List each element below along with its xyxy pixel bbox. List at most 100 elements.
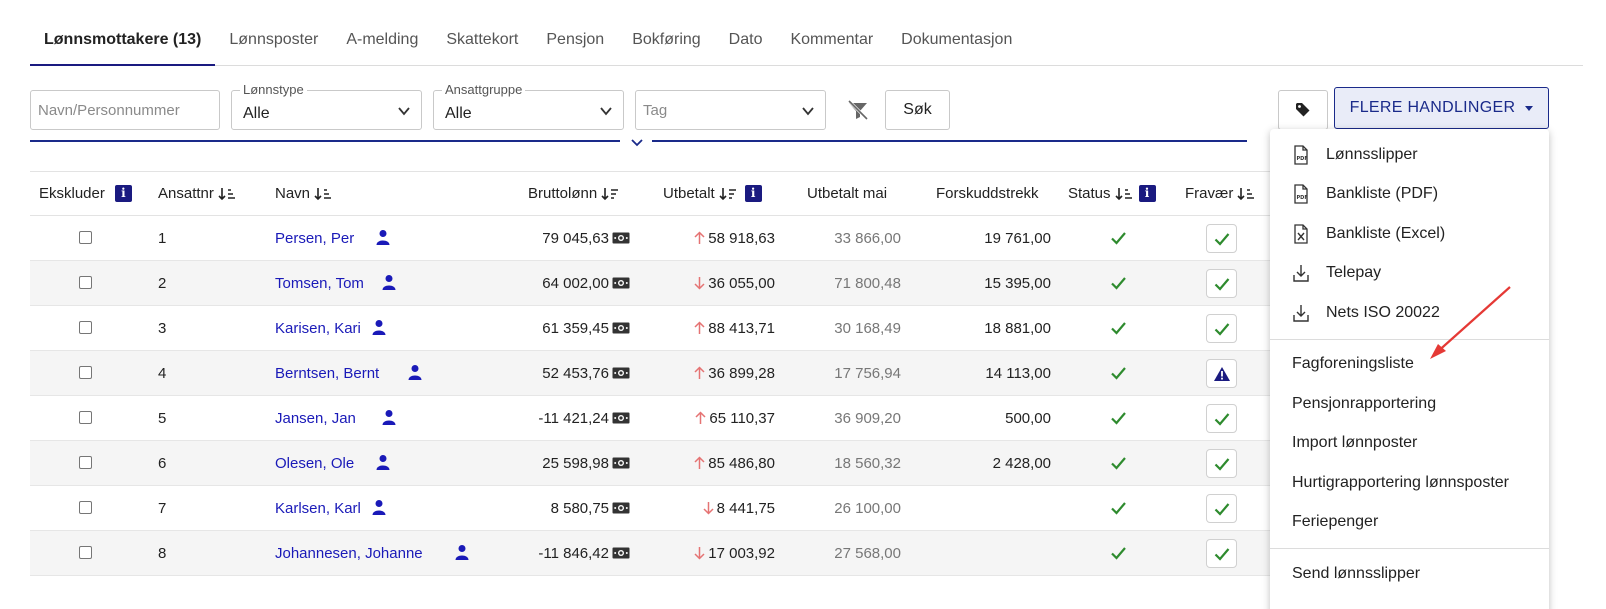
header-navn[interactable]: Navn <box>275 185 332 202</box>
exclude-checkbox[interactable] <box>79 411 92 424</box>
person-icon[interactable] <box>454 544 470 560</box>
menu-item-lonnsslipper[interactable]: PDF Lønnsslipper <box>1292 145 1418 165</box>
menu-item-pensjonrapportering[interactable]: Pensjonrapportering <box>1292 395 1437 412</box>
fravaer-button[interactable] <box>1206 359 1237 388</box>
menu-item-hurtigrapportering[interactable]: Hurtigrapportering lønnsposter <box>1292 474 1509 491</box>
person-icon[interactable] <box>381 409 397 425</box>
header-fravaer[interactable]: Fravær <box>1185 185 1255 202</box>
menu-divider <box>1270 548 1549 549</box>
exclude-checkbox[interactable] <box>79 501 92 514</box>
person-icon[interactable] <box>375 454 391 470</box>
lonnstype-select[interactable]: Lønnstype Alle <box>231 82 422 130</box>
more-actions-button[interactable]: FLERE HANDLINGER <box>1334 87 1549 129</box>
header-bruttolonn[interactable]: Bruttolønn <box>528 185 619 202</box>
fravaer-button[interactable] <box>1206 224 1237 253</box>
header-utbetalt[interactable]: Utbetalt i <box>663 185 762 202</box>
menu-item-label: Bankliste (Excel) <box>1326 225 1446 242</box>
menu-item-fagforeningsliste[interactable]: Fagforeningsliste <box>1292 355 1414 372</box>
fravaer-button[interactable] <box>1206 449 1237 478</box>
tab-pensjon[interactable]: Pensjon <box>546 31 605 48</box>
fravaer-button[interactable] <box>1206 494 1237 523</box>
header-fravaer-label: Fravær <box>1185 185 1234 202</box>
sort-desc-icon <box>601 187 619 200</box>
menu-item-bankliste-pdf[interactable]: PDF Bankliste (PDF) <box>1292 184 1438 204</box>
person-icon[interactable] <box>407 364 423 380</box>
employee-name-link[interactable]: Persen, Per <box>275 230 355 247</box>
search-input[interactable]: Navn/Personnummer <box>30 90 220 130</box>
menu-item-telepay[interactable]: Telepay <box>1292 263 1381 283</box>
exclude-checkbox[interactable] <box>79 231 92 244</box>
employee-name-link[interactable]: Berntsen, Bernt <box>275 365 380 382</box>
employee-name-link[interactable]: Karisen, Kari <box>275 320 361 337</box>
info-icon[interactable]: i <box>114 185 132 202</box>
check-icon <box>1214 502 1229 516</box>
money-icon[interactable] <box>612 547 630 559</box>
money-icon[interactable] <box>612 502 630 514</box>
info-icon[interactable]: i <box>744 185 762 202</box>
menu-item-nets-iso[interactable]: Nets ISO 20022 <box>1292 303 1440 323</box>
menu-item-send-lonnsslipper[interactable]: Send lønnsslipper <box>1292 565 1421 582</box>
person-icon[interactable] <box>371 499 387 515</box>
fravaer-button[interactable] <box>1206 539 1237 568</box>
exclude-checkbox[interactable] <box>79 546 92 559</box>
bruttolonn-value: -11 846,42 <box>538 545 609 562</box>
tab-bokforing[interactable]: Bokføring <box>632 31 701 48</box>
person-icon[interactable] <box>375 229 391 245</box>
money-icon[interactable] <box>612 277 630 289</box>
employee-name-link[interactable]: Olesen, Ole <box>275 455 355 472</box>
header-status[interactable]: Status i <box>1068 185 1156 202</box>
utbetalt-value: 65 110,37 <box>709 410 775 427</box>
tab-lonnsmottakere[interactable]: Lønnsmottakere (13) <box>30 0 216 66</box>
bruttolonn-value: -11 421,24 <box>538 410 609 427</box>
header-utbetalt-mai[interactable]: Utbetalt mai <box>807 185 888 202</box>
svg-text:PDF: PDF <box>1297 195 1308 201</box>
exclude-checkbox[interactable] <box>79 456 92 469</box>
excel-icon <box>1294 224 1308 244</box>
employee-name-link[interactable]: Jansen, Jan <box>275 410 356 427</box>
ansattnr-cell: 1 <box>158 230 167 247</box>
money-icon[interactable] <box>612 232 630 244</box>
clear-filter-icon[interactable] <box>846 98 870 122</box>
tag-select[interactable]: Tag <box>635 90 826 130</box>
exclude-checkbox[interactable] <box>79 321 92 334</box>
menu-item-feriepenger[interactable]: Feriepenger <box>1292 513 1379 530</box>
ansattgruppe-select[interactable]: Ansattgruppe Alle <box>433 82 624 130</box>
money-icon[interactable] <box>612 367 630 379</box>
info-icon[interactable]: i <box>1138 185 1156 202</box>
tab-dokumentasjon[interactable]: Dokumentasjon <box>901 31 1013 48</box>
bruttolonn-value: 52 453,76 <box>542 365 609 382</box>
fravaer-button[interactable] <box>1206 404 1237 433</box>
menu-item-bankliste-excel[interactable]: Bankliste (Excel) <box>1292 224 1445 244</box>
search-button[interactable]: Søk <box>885 90 950 130</box>
fravaer-button[interactable] <box>1206 269 1237 298</box>
sort-desc-icon <box>719 187 736 200</box>
exclude-checkbox[interactable] <box>79 276 92 289</box>
tab-kommentar[interactable]: Kommentar <box>790 31 874 48</box>
chevron-down-icon[interactable] <box>630 137 644 149</box>
menu-item-import-lonnposter[interactable]: Import lønnposter <box>1292 434 1418 451</box>
person-icon[interactable] <box>371 319 387 335</box>
header-forskuddstrekk[interactable]: Forskuddstrekk <box>936 185 1039 202</box>
menu-item-label: Bankliste (PDF) <box>1326 185 1439 202</box>
tab-a-melding[interactable]: A-melding <box>346 31 419 48</box>
tab-lonnsposter[interactable]: Lønnsposter <box>229 31 319 48</box>
money-icon[interactable] <box>612 412 630 424</box>
ansattgruppe-value: Alle <box>445 105 472 122</box>
fravaer-button[interactable] <box>1206 314 1237 343</box>
bruttolonn-value: 61 359,45 <box>542 320 609 337</box>
table-row: 5 Jansen, Jan -11 421,24 65 110,37 36 909,20… <box>30 396 1270 441</box>
status-check-icon <box>1111 547 1126 560</box>
money-icon[interactable] <box>612 322 630 334</box>
header-ansattnr[interactable]: Ansattnr <box>158 185 236 202</box>
tab-skattekort[interactable]: Skattekort <box>446 31 519 48</box>
employee-name-link[interactable]: Johannesen, Johanne <box>275 545 423 562</box>
employee-table: Ekskluder i Ansattnr Navn Bruttolønn Utb… <box>30 171 1270 576</box>
person-icon[interactable] <box>381 274 397 290</box>
money-icon[interactable] <box>612 457 630 469</box>
employee-name-link[interactable]: Tomsen, Tom <box>275 275 364 292</box>
employee-name-link[interactable]: Karlsen, Karl <box>275 500 361 517</box>
utbetalt-mai-cell: 18 560,32 <box>834 455 901 472</box>
tab-dato[interactable]: Dato <box>728 31 763 48</box>
exclude-checkbox[interactable] <box>79 366 92 379</box>
tag-button[interactable] <box>1278 90 1328 130</box>
